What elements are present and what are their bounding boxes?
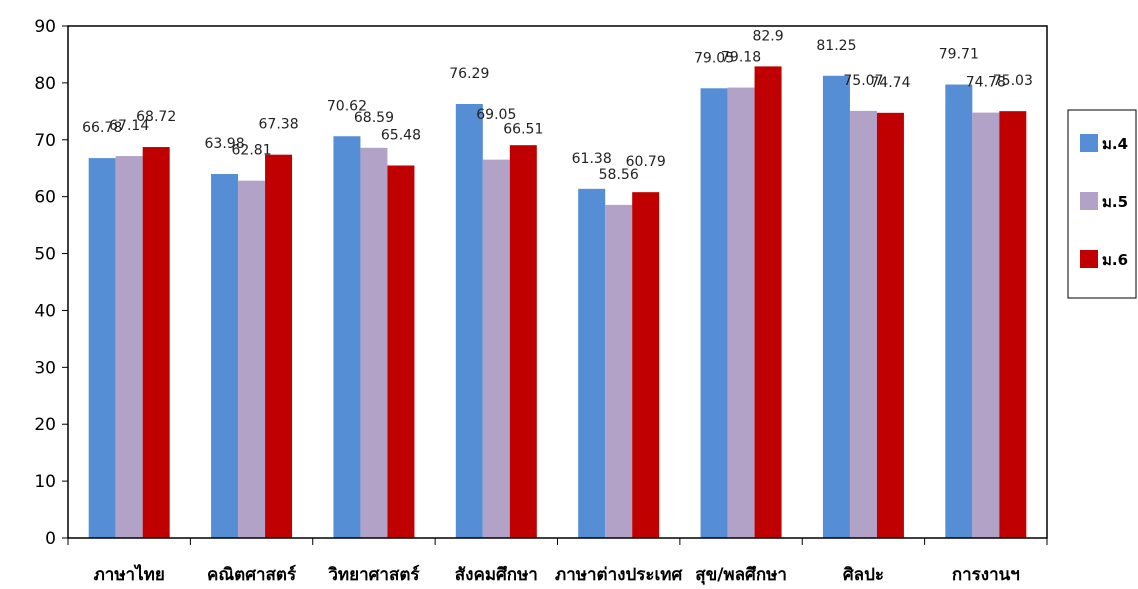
data-label: 76.29: [449, 66, 489, 82]
y-tick-label: 40: [34, 301, 56, 321]
legend: [1067, 109, 1137, 299]
bar: [822, 75, 850, 539]
x-category-label: คณิตศาสตร์: [207, 564, 297, 585]
y-tick-label: 80: [34, 74, 56, 94]
data-label: 58.56: [599, 167, 639, 183]
data-label: 66.78: [82, 120, 122, 136]
y-tick-label: 20: [34, 415, 56, 435]
bar: [849, 110, 877, 538]
bar: [265, 154, 293, 538]
data-label: 82.9: [752, 28, 783, 44]
x-category-label: วิทยาศาสตร์: [328, 564, 420, 585]
bar: [333, 136, 361, 538]
legend-swatch: [1080, 250, 1098, 268]
bar: [605, 204, 633, 538]
data-label: 68.72: [136, 109, 176, 125]
data-label: 70.62: [327, 98, 367, 114]
legend-label: ม.5: [1102, 193, 1128, 211]
x-category-label: ภาษาไทย: [94, 564, 165, 585]
bar: [972, 112, 1000, 538]
data-label: 63.98: [205, 136, 245, 152]
y-tick-label: 30: [34, 358, 56, 378]
data-label: 66.51: [503, 122, 543, 138]
x-category-label: ศิลปะ: [843, 565, 884, 585]
x-category-label: สุข/พลศึกษา: [695, 565, 787, 585]
data-label: 67.38: [259, 117, 299, 133]
data-label: 67.14: [109, 118, 149, 134]
x-category-label: ภาษาต่างประเทศ: [555, 565, 683, 585]
x-category-label: การงานฯ: [952, 565, 1020, 585]
data-label: 62.81: [232, 143, 272, 159]
bar: [999, 111, 1027, 539]
data-label: 79.18: [721, 50, 761, 66]
legend-label: ม.4: [1102, 135, 1128, 153]
y-tick-label: 10: [34, 472, 56, 492]
data-label: 61.38: [572, 151, 612, 167]
bar: [360, 147, 388, 538]
bar: [727, 87, 755, 539]
y-tick-label: 0: [45, 529, 56, 549]
data-label: 75.03: [993, 73, 1033, 89]
data-label: 60.79: [626, 154, 666, 170]
bar: [455, 103, 483, 539]
bar: [238, 180, 266, 538]
y-tick-label: 60: [34, 188, 56, 208]
bar: [700, 88, 728, 538]
bar: [876, 112, 904, 539]
data-label: 65.48: [381, 127, 421, 143]
legend-swatch: [1080, 134, 1098, 152]
bar: [632, 192, 660, 539]
y-tick-label: 70: [34, 131, 56, 151]
bar: [578, 188, 606, 539]
data-label: 79.05: [694, 50, 734, 66]
data-label: 74.74: [870, 75, 910, 91]
legend-label: ม.6: [1102, 251, 1128, 269]
bar: [482, 159, 510, 538]
data-label: 74.78: [966, 75, 1006, 91]
bar: [211, 174, 239, 538]
bar: [88, 158, 116, 538]
x-category-label: สังคมศึกษา: [455, 565, 538, 585]
data-label: 69.05: [476, 107, 516, 123]
data-label: 68.59: [354, 110, 394, 126]
data-label: 75.07: [843, 73, 883, 89]
bar: [387, 165, 415, 538]
data-label: 81.25: [816, 38, 856, 54]
bar: [142, 147, 170, 538]
y-tick-label: 50: [34, 245, 56, 265]
y-tick-label: 90: [34, 17, 56, 37]
bar: [509, 145, 537, 538]
bar: [115, 156, 143, 538]
bar: [754, 66, 782, 538]
data-label: 79.71: [939, 47, 979, 63]
bar: [945, 84, 973, 538]
legend-swatch: [1080, 192, 1098, 210]
